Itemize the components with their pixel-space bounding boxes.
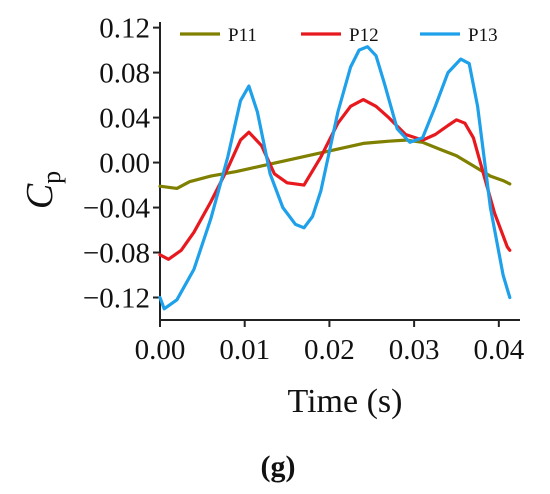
legend-label-p12: P12 (349, 25, 379, 46)
y-axis-ticks: −0.12 −0.08 −0.04 0.00 0.04 0.08 0.12 (83, 13, 160, 315)
plot-frame (159, 22, 520, 321)
y-tick-label: −0.08 (83, 238, 150, 270)
y-axis-symbol: C (19, 183, 61, 209)
x-tick-label: 0.04 (473, 334, 524, 366)
legend: P11 P12 P13 (180, 25, 498, 46)
x-axis-ticks: 0.00 0.01 0.02 0.03 0.04 (135, 320, 525, 366)
y-axis-subscript: p (37, 171, 66, 184)
y-tick-label: 0.08 (99, 58, 150, 90)
series-lines (158, 45, 512, 311)
y-tick-label: 0.00 (99, 148, 150, 180)
legend-label-p11: P11 (228, 25, 257, 46)
y-tick-label: 0.04 (99, 103, 150, 135)
series-line-p13 (158, 45, 512, 311)
y-axis-title: Cp (19, 171, 66, 209)
y-tick-label: 0.12 (99, 13, 150, 45)
x-tick-label: 0.01 (219, 334, 270, 366)
y-tick-label: −0.12 (83, 283, 150, 315)
x-tick-label: 0.02 (304, 334, 355, 366)
x-axis-title: Time (s) (288, 383, 403, 420)
series-line-p11 (158, 138, 512, 190)
x-tick-label: 0.00 (135, 334, 186, 366)
x-tick-label: 0.03 (389, 334, 440, 366)
legend-label-p13: P13 (468, 25, 498, 46)
panel-label: (g) (261, 450, 296, 483)
y-tick-label: −0.04 (83, 193, 151, 225)
